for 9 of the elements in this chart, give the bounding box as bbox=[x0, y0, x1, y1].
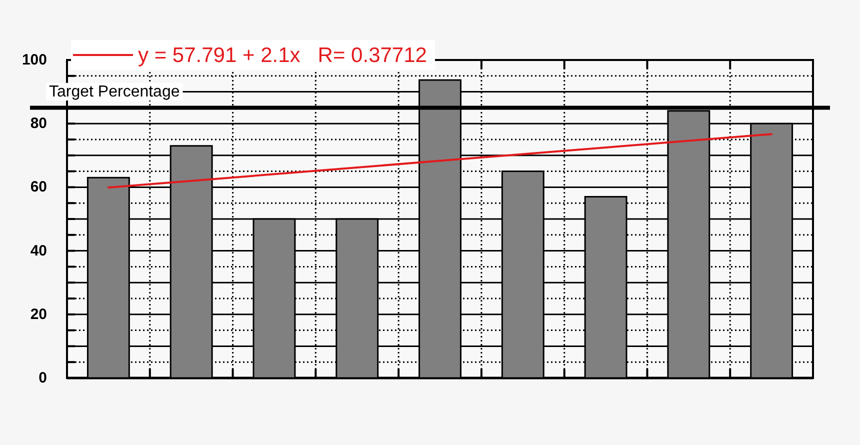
legend-label: y = 57.791 + 2.1x R= 0.37712 bbox=[138, 44, 427, 66]
y-tick-label: 80 bbox=[30, 115, 47, 132]
y-tick-label: 0 bbox=[38, 370, 47, 386]
y-tick-label: 60 bbox=[30, 178, 47, 196]
y-tick-label: 20 bbox=[30, 306, 47, 323]
y-tick-label: 40 bbox=[30, 242, 47, 260]
ref-line-label: Target Percentage bbox=[49, 83, 180, 100]
line-series bbox=[107, 133, 773, 189]
y-tick-label: 100 bbox=[22, 52, 47, 68]
